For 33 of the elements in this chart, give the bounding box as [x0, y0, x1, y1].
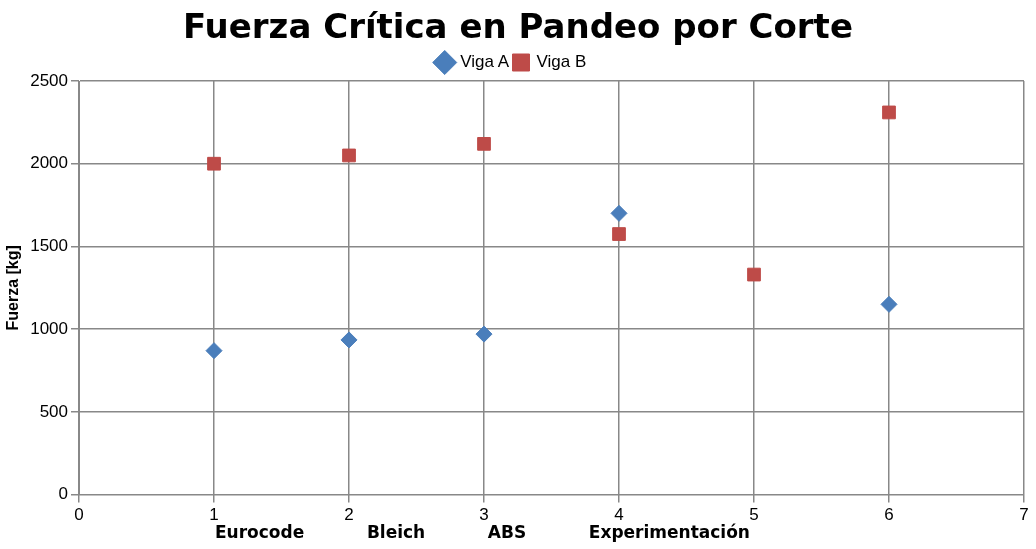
text: Eurocode	[215, 522, 305, 542]
point	[880, 295, 898, 313]
point	[340, 331, 358, 349]
x-tick-label: 1	[209, 505, 219, 525]
point	[612, 227, 626, 241]
x-tick-label: 5	[749, 505, 759, 525]
y-tick-label: 500	[39, 401, 69, 421]
y-tick-label: 1500	[30, 236, 69, 256]
point	[477, 137, 491, 151]
y-tick-label: 2500	[30, 70, 69, 90]
point	[342, 148, 356, 163]
text: Experimentación	[588, 522, 750, 542]
x-tick-label: 4	[614, 505, 624, 525]
x-tick-label: 0	[74, 505, 84, 525]
y-tick-label: 0	[58, 484, 69, 504]
y-tick-label: 1000	[30, 318, 69, 338]
y-tick-label: 2000	[30, 153, 69, 173]
x-tick-label: 3	[479, 505, 489, 525]
point	[747, 267, 761, 282]
point	[207, 156, 221, 171]
y-axis-title: Fuerza [kg]	[4, 245, 22, 331]
legend-label: Viga A	[460, 52, 510, 72]
point	[475, 325, 493, 343]
x-tick-label: 2	[344, 505, 354, 525]
text: Bleich	[366, 522, 426, 542]
point	[205, 342, 223, 360]
point	[882, 105, 896, 120]
chart-title: Fuerza Crítica en Pandeo por Corte	[182, 6, 854, 46]
point	[610, 204, 628, 222]
legend-label: Viga B	[536, 52, 587, 72]
text: ABS	[487, 522, 527, 542]
x-tick-label: 6	[884, 505, 894, 525]
x-tick-label: 7	[1019, 505, 1029, 525]
